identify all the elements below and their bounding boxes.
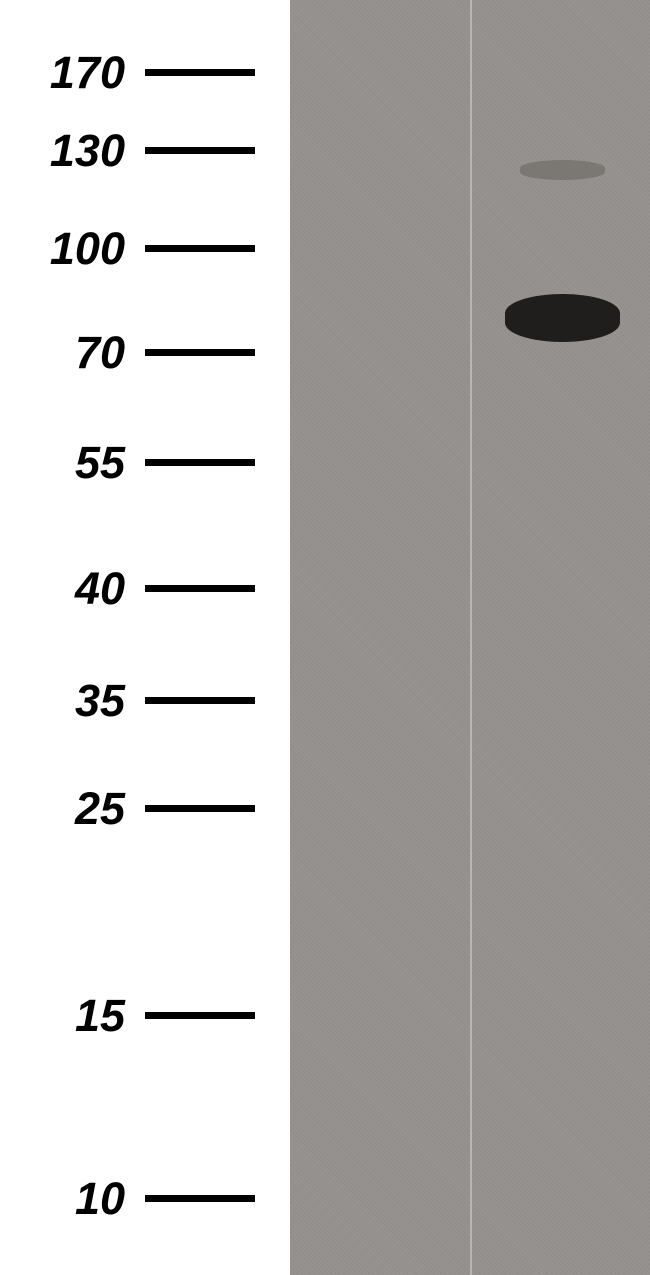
ladder-label-40: 40 xyxy=(5,563,125,615)
band-lane2-0 xyxy=(505,294,620,342)
ladder-tick-170 xyxy=(145,69,255,76)
band-lane2-1 xyxy=(520,160,605,180)
ladder-tick-55 xyxy=(145,459,255,466)
ladder-label-70: 70 xyxy=(5,327,125,379)
ladder-tick-40 xyxy=(145,585,255,592)
ladder-tick-70 xyxy=(145,349,255,356)
ladder-tick-25 xyxy=(145,805,255,812)
ladder-tick-35 xyxy=(145,697,255,704)
ladder-tick-100 xyxy=(145,245,255,252)
ladder-label-130: 130 xyxy=(5,125,125,177)
ladder-label-55: 55 xyxy=(5,437,125,489)
western-blot-figure: 170 130 100 70 55 40 35 25 15 10 xyxy=(0,0,650,1275)
ladder-label-35: 35 xyxy=(5,675,125,727)
ladder-tick-130 xyxy=(145,147,255,154)
ladder-label-25: 25 xyxy=(5,783,125,835)
ladder-label-10: 10 xyxy=(5,1173,125,1225)
lane-divider xyxy=(470,0,472,1275)
ladder-label-15: 15 xyxy=(5,990,125,1042)
ladder-tick-15 xyxy=(145,1012,255,1019)
ladder-label-100: 100 xyxy=(5,223,125,275)
ladder-tick-10 xyxy=(145,1195,255,1202)
ladder-label-170: 170 xyxy=(5,47,125,99)
